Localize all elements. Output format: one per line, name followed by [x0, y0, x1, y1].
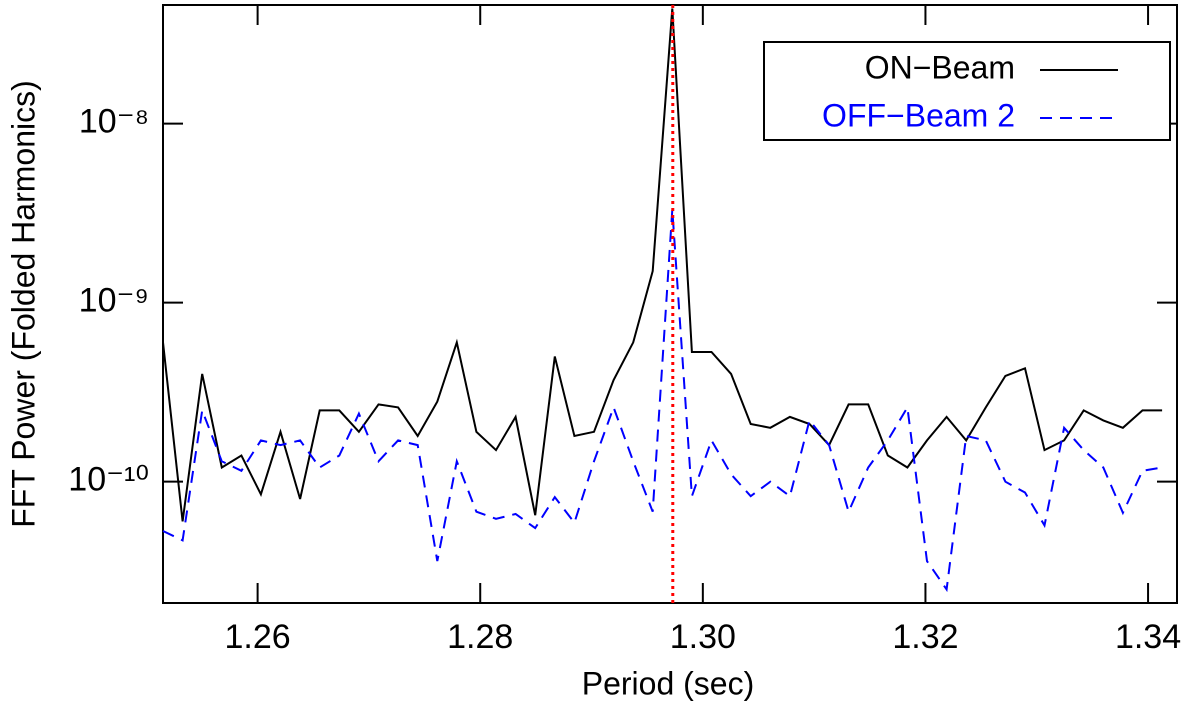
x-tick-label: 1.30 [670, 618, 736, 656]
x-tick-label: 1.26 [225, 618, 291, 656]
y-axis-label: FFT Power (Folded Harmonics) [5, 80, 41, 528]
y-tick-label: 10⁻⁹ [79, 282, 149, 320]
y-tick-label: 10⁻⁸ [79, 103, 149, 141]
x-tick-label: 1.28 [447, 618, 513, 656]
legend-box [763, 41, 1171, 141]
x-tick-label: 1.34 [1115, 618, 1181, 656]
series-line [162, 209, 1163, 593]
plot-frame [162, 4, 1178, 604]
x-axis-label: Period (sec) [582, 665, 755, 701]
series-line [162, 8, 1163, 522]
y-tick-label: 10⁻¹⁰ [68, 461, 149, 499]
legend-label: ON−Beam [865, 49, 1015, 85]
x-tick-label: 1.32 [892, 618, 958, 656]
legend-label: OFF−Beam 2 [822, 97, 1015, 133]
